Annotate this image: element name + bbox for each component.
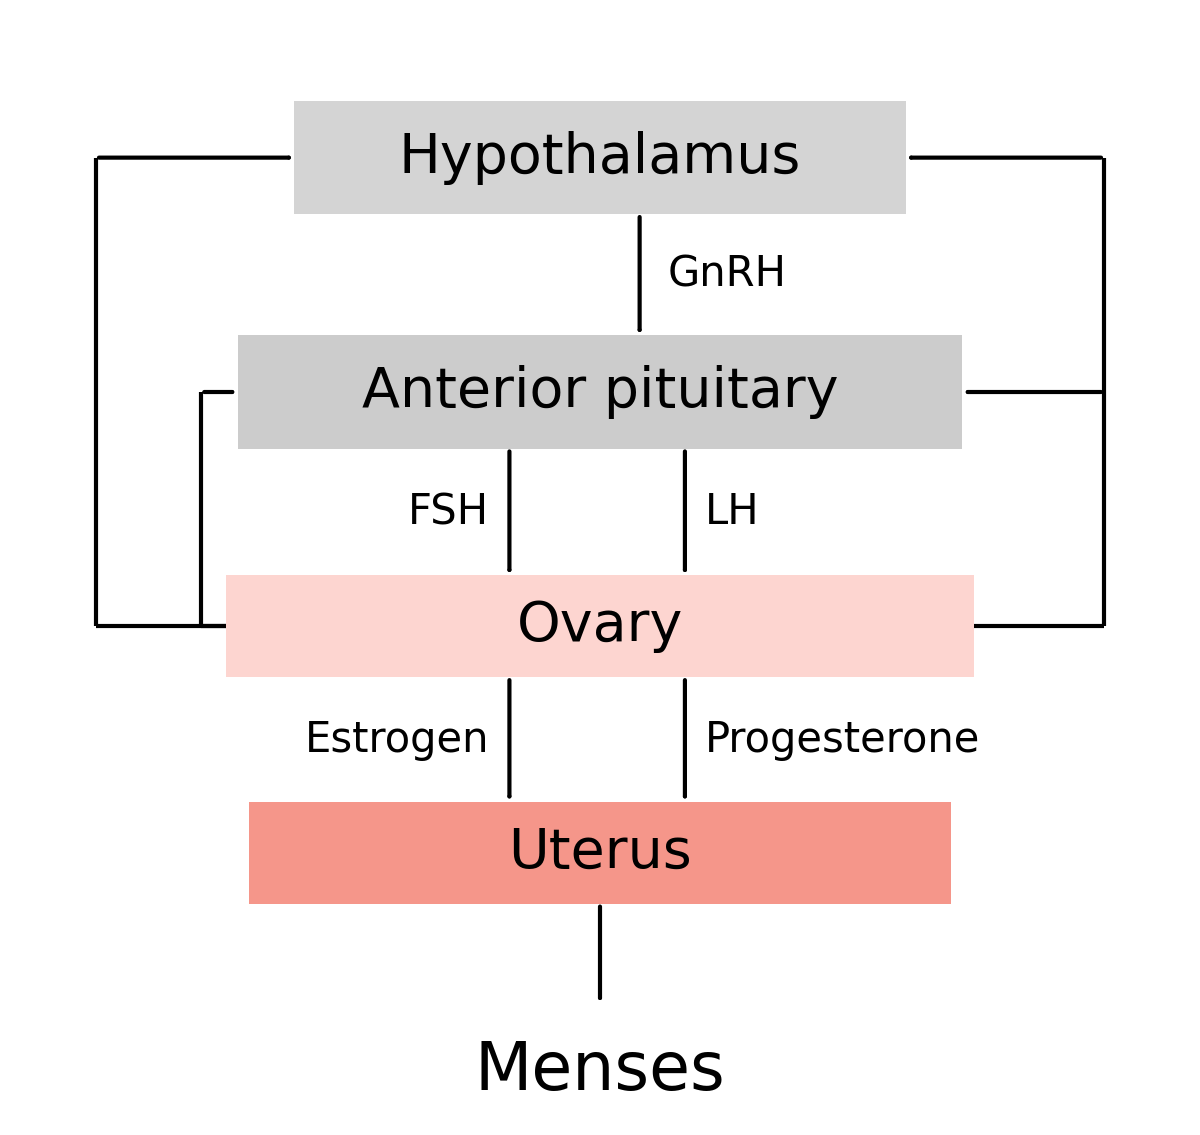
Text: LH: LH	[706, 491, 760, 533]
Text: FSH: FSH	[408, 491, 490, 533]
Text: GnRH: GnRH	[668, 254, 787, 296]
Text: Menses: Menses	[475, 1039, 725, 1104]
FancyBboxPatch shape	[294, 101, 906, 215]
FancyBboxPatch shape	[227, 575, 973, 678]
FancyBboxPatch shape	[250, 801, 950, 903]
Text: Anterior pituitary: Anterior pituitary	[361, 365, 839, 419]
Text: Ovary: Ovary	[517, 599, 683, 654]
Text: Uterus: Uterus	[508, 826, 692, 880]
Text: Progesterone: Progesterone	[706, 718, 980, 760]
Text: Estrogen: Estrogen	[305, 718, 490, 760]
FancyBboxPatch shape	[238, 336, 962, 448]
Text: Hypothalamus: Hypothalamus	[398, 131, 802, 185]
